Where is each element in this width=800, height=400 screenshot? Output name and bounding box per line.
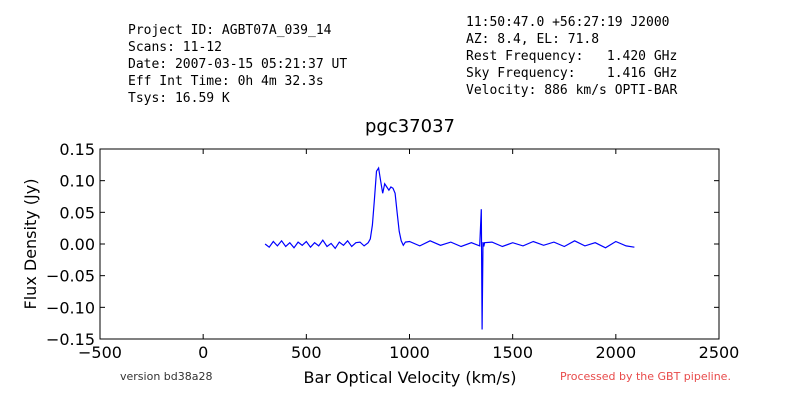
x-tick-label: 1000 bbox=[389, 343, 430, 362]
tick-group: −500 0 500 1000 1500 2000 2500 −0.15 −0.10 −0.05 0… bbox=[46, 140, 739, 362]
x-tick-label: 2500 bbox=[699, 343, 740, 362]
info-right-line: 11:50:47.0 +56:27:19 J2000 bbox=[466, 15, 670, 30]
x-tick-label: 2000 bbox=[595, 343, 636, 362]
y-tick-label: 0.05 bbox=[59, 203, 95, 222]
info-right-line: AZ: 8.4, EL: 71.8 bbox=[466, 32, 600, 47]
info-right-line: Rest Frequency: 1.420 GHz bbox=[466, 49, 678, 64]
info-right-line: Sky Frequency: 1.416 GHz bbox=[466, 66, 678, 81]
x-axis-label: Bar Optical Velocity (km/s) bbox=[304, 368, 517, 387]
y-tick-label: 0.15 bbox=[59, 140, 95, 159]
info-left-line: Scans: 11-12 bbox=[128, 40, 222, 55]
y-tick-label: −0.05 bbox=[46, 267, 95, 286]
x-tick-label: 500 bbox=[291, 343, 322, 362]
x-tick-label: −500 bbox=[78, 343, 122, 362]
pipeline-credit: Processed by the GBT pipeline. bbox=[560, 370, 731, 383]
spectrum-line bbox=[264, 166, 635, 330]
plot-frame bbox=[99, 148, 720, 340]
series-group bbox=[264, 166, 635, 330]
y-tick-label: 0.10 bbox=[59, 172, 95, 191]
observation-info-left: Project ID: AGBT07A_039_14 Scans: 11-12 Da… bbox=[128, 22, 347, 107]
x-tick-label: 1500 bbox=[492, 343, 533, 362]
y-tick-label: −0.15 bbox=[46, 330, 95, 349]
version-label: version bd38a28 bbox=[120, 370, 213, 383]
x-tick-label: 0 bbox=[198, 343, 208, 362]
info-left-line: Project ID: AGBT07A_039_14 bbox=[128, 23, 332, 38]
info-left-line: Tsys: 16.59 K bbox=[128, 91, 230, 106]
y-tick-label: 0.00 bbox=[59, 235, 95, 254]
info-right-line: Velocity: 886 km/s OPTI-BAR bbox=[466, 83, 678, 98]
chart-title: pgc37037 bbox=[364, 116, 455, 137]
y-tick-label: −0.10 bbox=[46, 298, 95, 317]
info-left-line: Eff Int Time: 0h 4m 32.3s bbox=[128, 74, 324, 89]
observation-info-right: 11:50:47.0 +56:27:19 J2000 AZ: 8.4, EL: 7… bbox=[466, 14, 677, 99]
info-left-line: Date: 2007-03-15 05:21:37 UT bbox=[128, 57, 348, 72]
y-axis-label: Flux Density (Jy) bbox=[21, 179, 40, 310]
